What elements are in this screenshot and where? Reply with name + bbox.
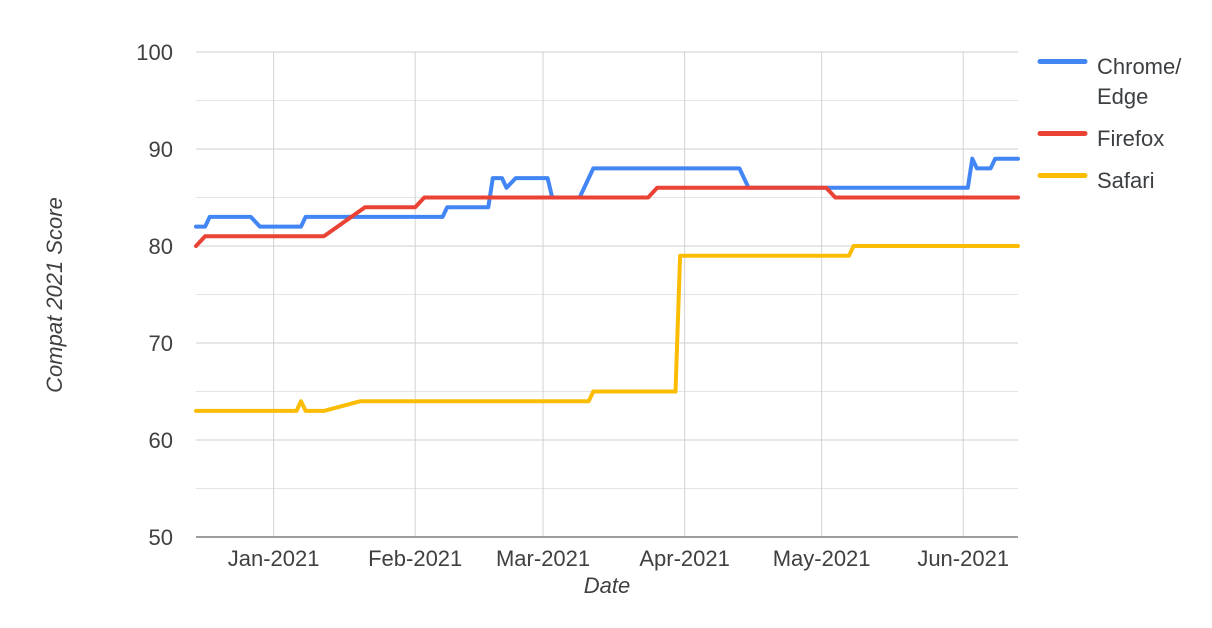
y-tick-label: 90 <box>149 137 173 162</box>
y-tick-label: 80 <box>149 234 173 259</box>
series-line-chrome-edge <box>194 156 1020 229</box>
legend-label-safari: Safari <box>1097 168 1154 193</box>
legend-label-firefox: Firefox <box>1097 126 1164 151</box>
x-tick-label: Feb-2021 <box>368 546 462 571</box>
y-tick-label: 50 <box>149 525 173 550</box>
y-tick-label: 70 <box>149 331 173 356</box>
x-axis-title: Date <box>584 573 630 598</box>
series-line-firefox <box>194 185 1020 248</box>
x-tick-label: May-2021 <box>773 546 871 571</box>
gridlines <box>196 51 1018 538</box>
x-tick-label: Mar-2021 <box>496 546 590 571</box>
x-tick-label: Jun-2021 <box>917 546 1009 571</box>
series-line-safari <box>194 244 1020 413</box>
y-axis-tick-labels: 50 60 70 80 90 100 <box>136 40 173 550</box>
legend: Chrome/Edge Firefox Safari <box>1037 54 1182 193</box>
legend-label-chrome-edge: Edge <box>1097 84 1148 109</box>
x-tick-label: Jan-2021 <box>228 546 320 571</box>
series-lines <box>194 156 1020 413</box>
legend-label-chrome-edge: Chrome/ <box>1097 54 1182 79</box>
y-tick-label: 100 <box>136 40 173 65</box>
y-tick-label: 60 <box>149 428 173 453</box>
y-axis-title: Compat 2021 Score <box>42 197 67 393</box>
x-axis-tick-labels: Jan-2021 Feb-2021 Mar-2021 Apr-2021 May-2021… <box>228 546 1009 571</box>
x-tick-label: Apr-2021 <box>639 546 730 571</box>
